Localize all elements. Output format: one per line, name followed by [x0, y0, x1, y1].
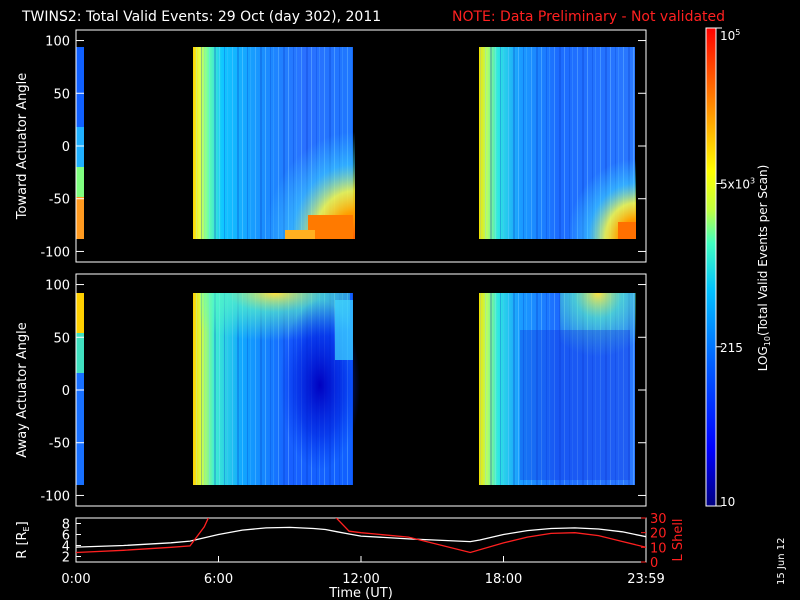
- y-tick-label: 0: [62, 140, 70, 155]
- bottom-y-axis-label: Away Actuator Angle: [15, 322, 30, 457]
- time-axis: 0:00 6:00 12:00 18:00 23:59: [61, 556, 665, 587]
- y-tick-label: -50: [49, 437, 70, 452]
- y-tick-label: -100: [40, 245, 70, 260]
- x-tick-label: 18:00: [485, 572, 522, 587]
- colorbar-label: LOG10(Total Valid Events per Scan): [756, 165, 772, 372]
- top-heatmap-panel: 100 50 0 -50 -100 Toward Actuator Angle: [15, 29, 647, 263]
- bottom-left-strip-yellow: [76, 293, 84, 333]
- chart-title: TWINS2: Total Valid Events: 29 Oct (day …: [21, 9, 381, 25]
- top-left-strip-blue: [76, 47, 84, 127]
- ephem-left-tick-label: 2: [62, 551, 70, 566]
- colorbar-ticks: 105 5x103 215 10: [716, 27, 755, 509]
- bottom-heatmap-panel: 100 50 0 -50 -100 Away Actuator Angle: [15, 273, 647, 507]
- top-left-strip-orange: [76, 197, 84, 239]
- colorbar-tick-label: 5x103: [720, 176, 755, 191]
- lshell-line: [76, 518, 646, 554]
- time-axis-label: Time (UT): [328, 586, 393, 600]
- colorbar: 105 5x103 215 10 LOG10(Total Valid Events p…: [705, 27, 772, 509]
- preliminary-note: NOTE: Data Preliminary - Not validated: [452, 9, 725, 25]
- ephem-right-tick-label: 30: [650, 512, 667, 527]
- x-tick-label: 0:00: [61, 572, 90, 587]
- colorbar-tick-label: 10: [720, 495, 735, 509]
- y-tick-label: 100: [45, 35, 70, 50]
- ephemeris-left-label: R [RE]: [15, 521, 31, 558]
- ephemeris-right-label: L Shell: [671, 518, 686, 561]
- ephem-left-tick-label: 8: [62, 518, 70, 533]
- y-tick-label: -100: [40, 489, 70, 504]
- colorbar-gradient: [705, 27, 717, 507]
- ephem-left-tick-label: 4: [62, 540, 70, 555]
- x-tick-label: 6:00: [204, 572, 233, 587]
- y-tick-label: 50: [53, 331, 70, 346]
- radius-line: [76, 526, 646, 548]
- ephem-right-tick-label: 10: [650, 541, 667, 556]
- top-y-axis-label: Toward Actuator Angle: [15, 73, 30, 220]
- y-tick-label: -50: [49, 193, 70, 208]
- ephem-right-tick-label: 20: [650, 527, 667, 542]
- colorbar-tick-label: 215: [720, 341, 743, 355]
- x-tick-label: 23:59: [627, 572, 664, 587]
- ephem-left-tick-label: 6: [62, 529, 70, 544]
- ephem-right-tick-label: 0: [650, 556, 658, 571]
- y-tick-label: 100: [45, 279, 70, 294]
- bottom-left-strip-blue: [76, 373, 84, 485]
- top-y-axis: 100 50 0 -50 -100: [40, 35, 646, 260]
- y-tick-label: 50: [53, 87, 70, 102]
- date-stamp: 15 Jun 12: [776, 538, 787, 585]
- y-tick-label: 0: [62, 384, 70, 399]
- colorbar-tick-label: 105: [720, 28, 740, 43]
- x-tick-label: 12:00: [342, 572, 379, 587]
- ephemeris-frame: [75, 517, 647, 563]
- ephemeris-lines: [76, 518, 646, 554]
- bottom-y-axis: 100 50 0 -50 -100: [40, 279, 646, 504]
